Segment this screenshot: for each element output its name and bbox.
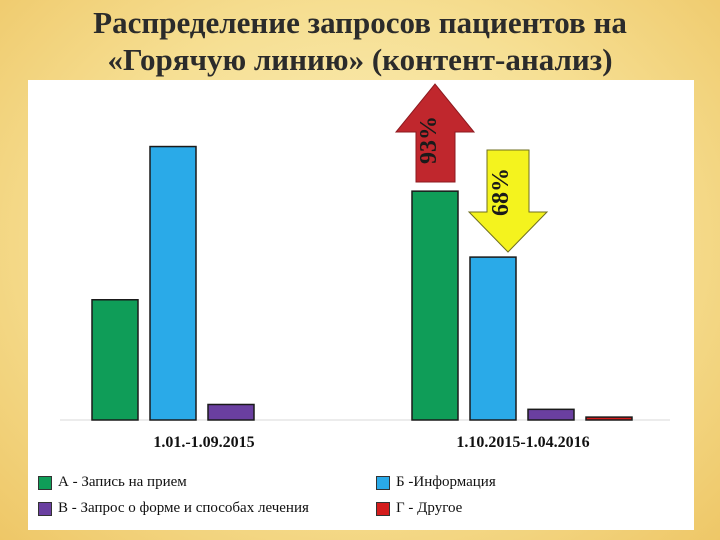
legend-swatch-a xyxy=(38,475,52,490)
bar-series-2-category-2 xyxy=(469,256,517,421)
title-line-2: «Горячую линию» (контент-анализ) xyxy=(107,42,613,77)
chart-panel xyxy=(28,80,694,530)
legend-item-a: А - Запись на прием xyxy=(38,474,187,491)
category-label-2: 1.10.2015-1.04.2016 xyxy=(456,434,589,451)
title-line-1: Распределение запросов пациентов на xyxy=(93,5,627,40)
page-title: Распределение запросов пациентов на «Гор… xyxy=(0,4,720,78)
increase-percent-label: 93% xyxy=(416,116,442,164)
legend-label-v: В - Запрос о форме и способах лечения xyxy=(58,500,309,516)
legend-item-b: Б -Информация xyxy=(376,474,496,491)
legend-label-g: Г - Другое xyxy=(396,500,463,516)
legend-item-g: Г - Другое xyxy=(376,500,462,517)
bar-series-2-category-1 xyxy=(149,145,197,421)
legend-swatch-b xyxy=(376,475,390,490)
legend-label-a: А - Запись на прием xyxy=(58,474,187,490)
category-label-1: 1.01.-1.09.2015 xyxy=(153,434,254,451)
legend-swatch-g xyxy=(376,501,390,516)
legend-swatch-v xyxy=(38,501,52,516)
legend-label-b: Б -Информация xyxy=(396,474,496,490)
legend-item-v: В - Запрос о форме и способах лечения xyxy=(38,500,309,517)
bar-series-3-category-2 xyxy=(527,408,575,421)
bar-series-3-category-1 xyxy=(207,403,255,421)
bar-series-1-category-2 xyxy=(411,190,459,421)
decrease-percent-label: 68% xyxy=(488,168,514,216)
bar-series-1-category-1 xyxy=(91,299,139,421)
increase-arrow-icon: 93% xyxy=(394,83,476,183)
decrease-arrow-icon: 68% xyxy=(467,149,549,253)
bar-series-4-category-2 xyxy=(585,416,633,421)
